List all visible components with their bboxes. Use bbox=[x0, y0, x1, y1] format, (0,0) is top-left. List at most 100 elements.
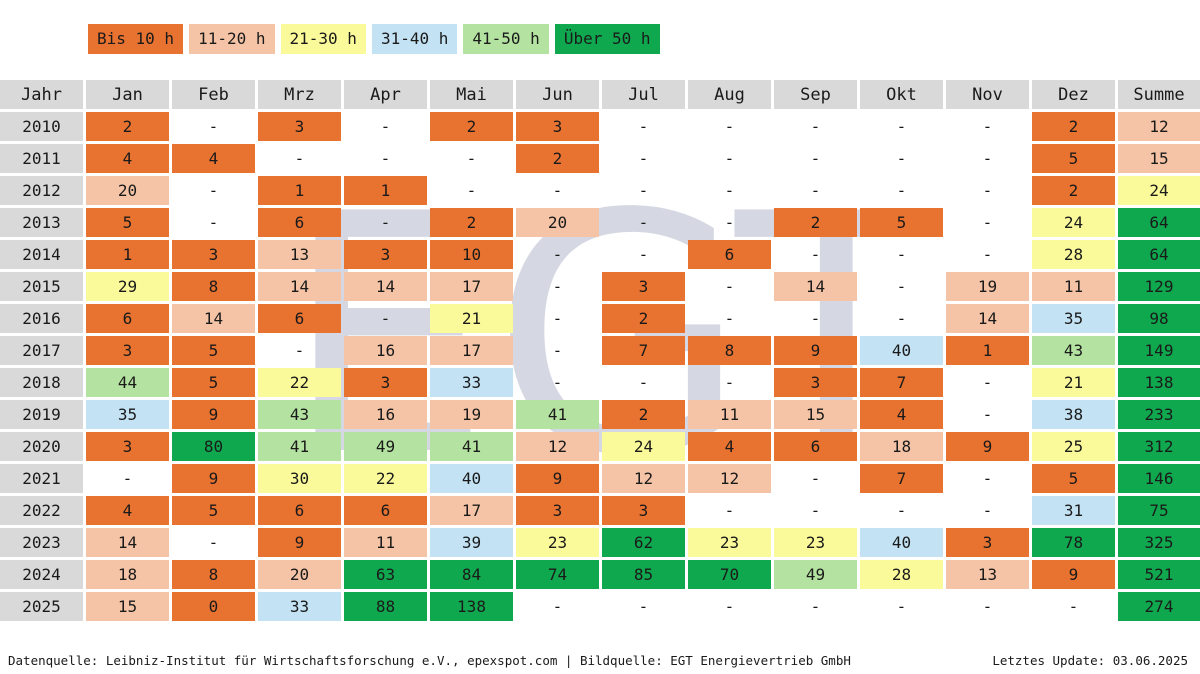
hours-cell: - bbox=[466, 149, 477, 168]
hours-cell: 6 bbox=[774, 432, 857, 461]
hours-cell: 21 bbox=[430, 304, 513, 333]
column-header: Dez bbox=[1032, 80, 1115, 109]
hours-cell: 3 bbox=[172, 240, 255, 269]
hours-cell: - bbox=[638, 181, 649, 200]
hours-cell: - bbox=[896, 149, 907, 168]
hours-cell: - bbox=[896, 181, 907, 200]
hours-cell: - bbox=[552, 181, 563, 200]
hours-cell: - bbox=[724, 149, 735, 168]
hours-cell: 7 bbox=[602, 336, 685, 365]
year-label: 2023 bbox=[0, 528, 83, 557]
hours-cell: - bbox=[638, 213, 649, 232]
sum-cell: 149 bbox=[1118, 336, 1200, 365]
hours-cell: 1 bbox=[344, 176, 427, 205]
hours-cell: 3 bbox=[516, 112, 599, 141]
hours-cell: 20 bbox=[516, 208, 599, 237]
hours-cell: - bbox=[896, 309, 907, 328]
column-header: Feb bbox=[172, 80, 255, 109]
footer-update: Letztes Update: 03.06.2025 bbox=[992, 653, 1188, 668]
hours-cell: 22 bbox=[344, 464, 427, 493]
year-label: 2021 bbox=[0, 464, 83, 493]
sum-cell: 521 bbox=[1118, 560, 1200, 589]
hours-cell: 9 bbox=[172, 400, 255, 429]
column-header: Summe bbox=[1118, 80, 1200, 109]
hours-cell: 84 bbox=[430, 560, 513, 589]
hours-cell: 4 bbox=[86, 496, 169, 525]
hours-cell: 16 bbox=[344, 400, 427, 429]
hours-cell: 2 bbox=[774, 208, 857, 237]
hours-cell: - bbox=[638, 373, 649, 392]
hours-cell: - bbox=[552, 373, 563, 392]
year-label: 2011 bbox=[0, 144, 83, 173]
hours-cell: 8 bbox=[688, 336, 771, 365]
hours-cell: 9 bbox=[258, 528, 341, 557]
hours-cell: - bbox=[724, 181, 735, 200]
hours-cell: - bbox=[638, 597, 649, 616]
hours-cell: 17 bbox=[430, 272, 513, 301]
hours-cell: 23 bbox=[774, 528, 857, 557]
hours-cell: 2 bbox=[1032, 112, 1115, 141]
hours-cell: 6 bbox=[258, 208, 341, 237]
hours-cell: 7 bbox=[860, 368, 943, 397]
hours-cell: - bbox=[810, 469, 821, 488]
legend-item: 41-50 h bbox=[463, 24, 549, 54]
hours-cell: 20 bbox=[86, 176, 169, 205]
hours-cell: 44 bbox=[86, 368, 169, 397]
hours-cell: - bbox=[982, 597, 993, 616]
hours-cell: 3 bbox=[344, 368, 427, 397]
column-header: Jul bbox=[602, 80, 685, 109]
sum-cell: 15 bbox=[1118, 144, 1200, 173]
hours-cell: 12 bbox=[602, 464, 685, 493]
sum-cell: 138 bbox=[1118, 368, 1200, 397]
sum-cell: 146 bbox=[1118, 464, 1200, 493]
hours-cell: - bbox=[982, 405, 993, 424]
hours-cell: 4 bbox=[688, 432, 771, 461]
hours-cell: - bbox=[724, 373, 735, 392]
sum-cell: 64 bbox=[1118, 208, 1200, 237]
sum-cell: 233 bbox=[1118, 400, 1200, 429]
hours-cell: 2 bbox=[602, 304, 685, 333]
hours-cell: - bbox=[982, 373, 993, 392]
sum-cell: 12 bbox=[1118, 112, 1200, 141]
hours-cell: - bbox=[552, 597, 563, 616]
hours-cell: - bbox=[638, 245, 649, 264]
column-header: Mrz bbox=[258, 80, 341, 109]
hours-cell: 2 bbox=[1032, 176, 1115, 205]
data-table: Jahr Jan Feb Mrz Apr Mai Jun Jul Aug Sep Okt Nov Dez… bbox=[0, 80, 1200, 628]
hours-cell: 85 bbox=[602, 560, 685, 589]
hours-cell: 49 bbox=[344, 432, 427, 461]
hours-cell: 22 bbox=[258, 368, 341, 397]
hours-cell: - bbox=[380, 309, 391, 328]
hours-cell: 49 bbox=[774, 560, 857, 589]
hours-cell: 5 bbox=[172, 496, 255, 525]
legend-item: Über 50 h bbox=[554, 24, 660, 54]
year-label: 2017 bbox=[0, 336, 83, 365]
hours-cell: 33 bbox=[258, 592, 341, 621]
hours-cell: 40 bbox=[860, 336, 943, 365]
column-header: Jahr bbox=[0, 80, 83, 109]
hours-cell: 40 bbox=[860, 528, 943, 557]
hours-cell: - bbox=[982, 213, 993, 232]
hours-cell: 3 bbox=[602, 496, 685, 525]
hours-cell: 63 bbox=[344, 560, 427, 589]
hours-cell: - bbox=[552, 245, 563, 264]
hours-cell: - bbox=[810, 597, 821, 616]
hours-cell: 3 bbox=[602, 272, 685, 301]
hours-cell: - bbox=[552, 309, 563, 328]
hours-cell: - bbox=[982, 469, 993, 488]
hours-cell: - bbox=[638, 117, 649, 136]
column-header: Mai bbox=[430, 80, 513, 109]
hours-cell: - bbox=[208, 533, 219, 552]
hours-cell: 6 bbox=[344, 496, 427, 525]
hours-cell: 62 bbox=[602, 528, 685, 557]
hours-cell: 9 bbox=[172, 464, 255, 493]
hours-cell: 14 bbox=[86, 528, 169, 557]
hours-cell: - bbox=[810, 245, 821, 264]
hours-cell: 2 bbox=[516, 144, 599, 173]
hours-cell: 28 bbox=[1032, 240, 1115, 269]
hours-cell: 5 bbox=[1032, 144, 1115, 173]
hours-cell: - bbox=[724, 501, 735, 520]
hours-cell: - bbox=[982, 149, 993, 168]
hours-cell: 43 bbox=[258, 400, 341, 429]
hours-cell: 15 bbox=[86, 592, 169, 621]
